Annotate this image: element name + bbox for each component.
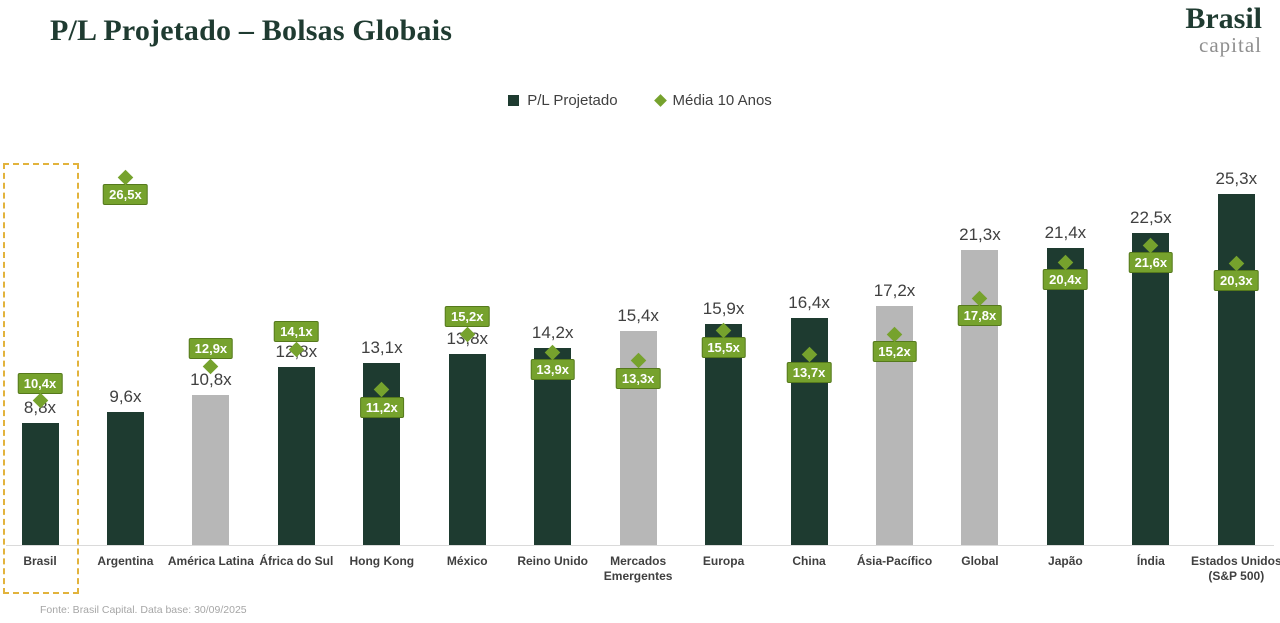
source-note: Fonte: Brasil Capital. Data base: 30/09/… — [40, 604, 247, 616]
category-label-ame-rica-latina: América Latina — [167, 554, 254, 568]
bar-japa-o — [1046, 248, 1084, 545]
brand-logo-line2: capital — [1199, 33, 1262, 57]
category-label-a-frica-do-sul: África do Sul — [259, 554, 334, 568]
category-label-europa: Europa — [702, 554, 745, 568]
bar-value-hong-kong: 13,1x — [361, 338, 403, 358]
media-value-estados-unidos-s-p-500: 20,3x — [1214, 270, 1259, 292]
legend-label-media-10-anos: Média 10 Anos — [672, 92, 772, 109]
category-label-china: China — [792, 554, 826, 568]
bar-reino-unido — [534, 348, 572, 545]
bar-value-i-ndia: 22,5x — [1130, 207, 1172, 227]
bar-europa — [705, 324, 743, 545]
media-value-mercados-emergentes: 13,3x — [615, 367, 661, 389]
chart-legend: P/L Projetado Média 10 Anos — [0, 92, 1280, 109]
legend-square-icon — [508, 95, 520, 106]
brand-logo: Brasil capital — [1185, 4, 1262, 56]
bar-value-argentina: 9,6x — [109, 386, 142, 406]
bar-me-xico — [448, 353, 486, 545]
bar-value-reino-unido: 14,2x — [531, 323, 574, 343]
media-value-i-ndia: 21,6x — [1128, 252, 1174, 274]
media-value-china: 13,7x — [786, 361, 832, 383]
media-value-a-sia-paci-fico: 15,2x — [872, 341, 917, 363]
bar-ame-rica-latina — [192, 395, 230, 545]
bar-estados-unidos-s-p-500 — [1217, 194, 1255, 545]
media-value-argentina: 26,5x — [103, 184, 148, 206]
media-value-ame-rica-latina: 12,9x — [188, 338, 234, 360]
media-value-a-frica-do-sul: 14,1x — [274, 321, 319, 343]
category-label-a-sia-paci-fico: Ásia-Pacífico — [856, 554, 933, 568]
bar-a-frica-do-sul — [277, 367, 315, 545]
media-value-me-xico: 15,2x — [444, 306, 490, 328]
bar-value-ame-rica-latina: 10,8x — [190, 370, 232, 390]
media-value-hong-kong: 11,2x — [359, 396, 404, 418]
media-diamond-icon-argentina — [117, 169, 134, 186]
bar-value-japa-o: 21,4x — [1044, 223, 1087, 243]
page-title: P/L Projetado – Bolsas Globais — [50, 14, 453, 47]
x-axis-line — [6, 545, 1274, 546]
brand-logo-line1: Brasil — [1185, 2, 1262, 35]
bar-value-estados-unidos-s-p-500: 25,3x — [1215, 169, 1258, 189]
brasil-highlight-dashed-box — [3, 163, 79, 594]
category-label-me-xico: México — [446, 554, 488, 568]
media-value-brasil: 10,4x — [17, 372, 63, 394]
bar-brasil — [21, 422, 59, 545]
media-value-europa: 15,5x — [701, 337, 746, 358]
legend-item-media-10-anos: Média 10 Anos — [653, 92, 772, 109]
category-label-global: Global — [961, 554, 999, 568]
media-value-global: 17,8x — [957, 305, 1003, 327]
category-label-hong-kong: Hong Kong — [349, 554, 415, 568]
bar-i-ndia — [1132, 232, 1170, 545]
bar-value-europa: 15,9x — [702, 299, 745, 319]
bar-value-mercados-emergentes: 15,4x — [617, 306, 659, 326]
category-label-brasil: Brasil — [23, 554, 57, 568]
media-value-japa-o: 20,4x — [1043, 269, 1088, 291]
bar-value-global: 21,3x — [959, 224, 1001, 244]
legend-item-pl-projetado: P/L Projetado — [508, 92, 618, 109]
category-label-argentina: Argentina — [97, 554, 154, 568]
category-label-reino-unido: Reino Unido — [517, 554, 589, 568]
bar-value-china: 16,4x — [788, 292, 830, 312]
category-label-japa-o: Japão — [1048, 554, 1083, 568]
bar-value-a-sia-paci-fico: 17,2x — [873, 281, 916, 301]
legend-label-pl-projetado: P/L Projetado — [527, 92, 618, 109]
category-label-mercados-emergentes: Mercados Emergentes — [603, 554, 673, 583]
bar-argentina — [106, 411, 144, 545]
category-label-estados-unidos-s-p-500: Estados Unidos (S&P 500) — [1190, 554, 1280, 583]
media-value-reino-unido: 13,9x — [530, 359, 575, 381]
category-label-i-ndia: Índia — [1136, 554, 1165, 568]
